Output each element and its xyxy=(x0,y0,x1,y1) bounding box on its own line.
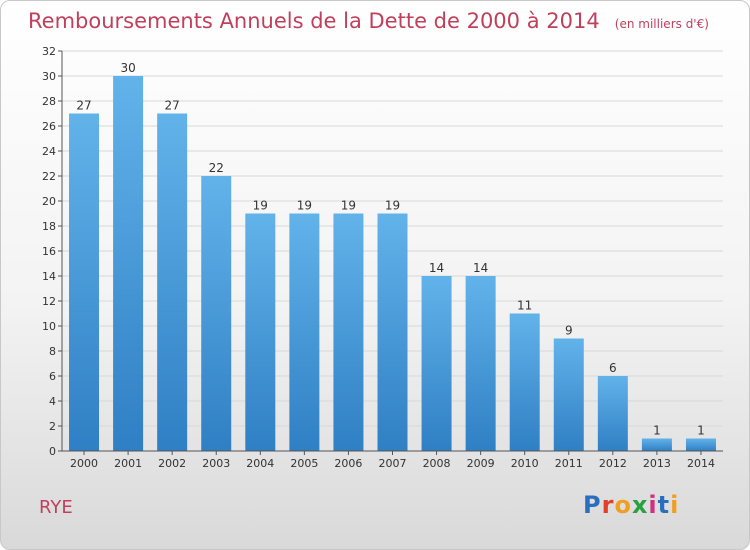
data-label: 19 xyxy=(341,199,356,213)
bar xyxy=(245,213,276,451)
y-tick-label: 10 xyxy=(42,320,56,333)
bar xyxy=(113,76,144,451)
chart-title: Remboursements Annuels de la Dette de 20… xyxy=(28,9,709,33)
data-label: 11 xyxy=(517,299,532,313)
y-tick-label: 18 xyxy=(42,220,56,233)
x-tick-label: 2006 xyxy=(334,457,362,470)
logo-letter: i xyxy=(648,491,658,519)
y-tick-label: 0 xyxy=(49,445,56,458)
logo-letter: r xyxy=(601,491,615,519)
commune-name: RYE xyxy=(39,497,73,518)
y-tick-label: 2 xyxy=(49,420,56,433)
x-tick-label: 2004 xyxy=(246,457,274,470)
x-tick-label: 2001 xyxy=(114,457,142,470)
bar xyxy=(685,438,716,451)
x-tick-label: 2008 xyxy=(423,457,451,470)
data-label: 1 xyxy=(697,424,705,438)
x-tick-label: 2009 xyxy=(467,457,495,470)
bar xyxy=(333,213,364,451)
x-tick-label: 2003 xyxy=(202,457,230,470)
data-label: 27 xyxy=(76,99,91,113)
data-label: 1 xyxy=(653,424,661,438)
data-label: 9 xyxy=(565,324,573,338)
logo-letter: x xyxy=(631,491,649,519)
bar xyxy=(377,213,408,451)
x-tick-label: 2011 xyxy=(555,457,583,470)
bar xyxy=(289,213,320,451)
bar xyxy=(421,276,452,451)
bar xyxy=(509,313,540,451)
x-tick-label: 2010 xyxy=(511,457,539,470)
data-label: 22 xyxy=(209,161,224,175)
x-tick-label: 2000 xyxy=(70,457,98,470)
y-tick-label: 12 xyxy=(42,295,56,308)
x-tick-label: 2002 xyxy=(158,457,186,470)
y-tick-label: 8 xyxy=(49,345,56,358)
bar xyxy=(641,438,672,451)
x-tick-label: 2005 xyxy=(290,457,318,470)
proxiti-logo: Proxiti xyxy=(583,491,679,519)
chart-title-text: Remboursements Annuels de la Dette de 20… xyxy=(28,9,600,33)
y-tick-label: 14 xyxy=(42,270,56,283)
x-tick-label: 2014 xyxy=(687,457,715,470)
bar xyxy=(597,376,628,451)
data-label: 19 xyxy=(253,199,268,213)
data-label: 19 xyxy=(297,199,312,213)
x-tick-label: 2012 xyxy=(599,457,627,470)
y-tick-label: 6 xyxy=(49,370,56,383)
data-label: 14 xyxy=(473,261,488,275)
y-tick-label: 32 xyxy=(42,45,56,58)
y-tick-label: 16 xyxy=(42,245,56,258)
y-tick-label: 28 xyxy=(42,95,56,108)
logo-letter: o xyxy=(614,491,632,519)
y-tick-label: 20 xyxy=(42,195,56,208)
data-label: 6 xyxy=(609,361,617,375)
logo-letter: P xyxy=(583,491,602,519)
unit-note: (en milliers d'€) xyxy=(614,17,709,31)
bar xyxy=(69,113,100,451)
bar xyxy=(553,338,584,451)
x-tick-label: 2007 xyxy=(379,457,407,470)
bar xyxy=(465,276,496,451)
y-tick-label: 22 xyxy=(42,170,56,183)
y-tick-label: 30 xyxy=(42,70,56,83)
y-tick-label: 24 xyxy=(42,145,56,158)
data-label: 27 xyxy=(165,99,180,113)
data-label: 14 xyxy=(429,261,444,275)
y-tick-label: 4 xyxy=(49,395,56,408)
logo-letter: i xyxy=(670,491,680,519)
logo-letter: t xyxy=(657,491,671,519)
data-label: 30 xyxy=(120,61,135,75)
data-label: 19 xyxy=(385,199,400,213)
y-tick-label: 26 xyxy=(42,120,56,133)
bar xyxy=(157,113,188,451)
bar xyxy=(201,176,232,451)
x-tick-label: 2013 xyxy=(643,457,671,470)
